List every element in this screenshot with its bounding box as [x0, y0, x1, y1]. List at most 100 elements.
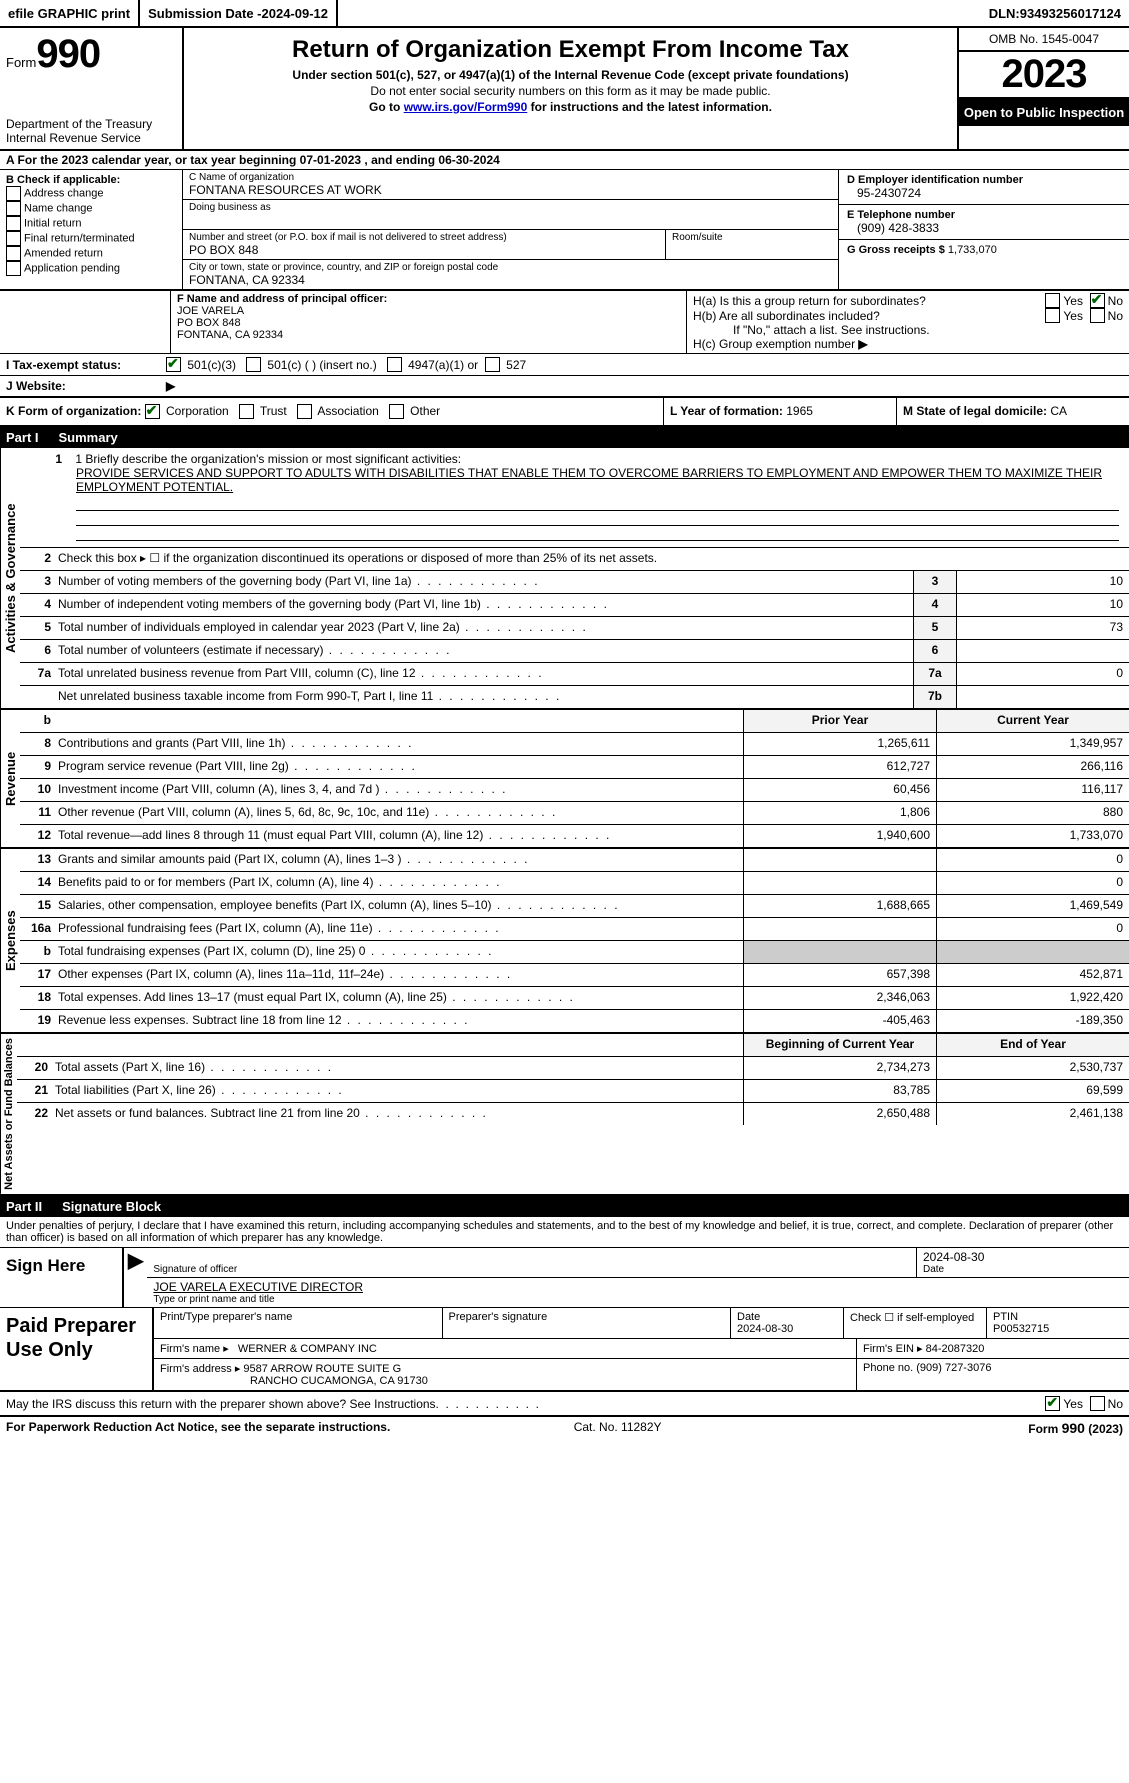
cb-discuss-yes[interactable] [1045, 1396, 1060, 1411]
perjury-statement: Under penalties of perjury, I declare th… [0, 1217, 1129, 1248]
irs-link[interactable]: www.irs.gov/Form990 [404, 100, 528, 114]
k-l-m-row: K Form of organization: Corporation Trus… [0, 397, 1129, 427]
rev-line-8: 8Contributions and grants (Part VIII, li… [20, 732, 1129, 755]
box-d: D Employer identification number 95-2430… [838, 170, 1129, 289]
entity-block: B Check if applicable: Address change Na… [0, 170, 1129, 291]
officer-name: JOE VARELA [177, 305, 680, 317]
firm-phone-label: Phone no. [863, 1362, 916, 1374]
exp-line-14: 14Benefits paid to or for members (Part … [20, 871, 1129, 894]
header-right: OMB No. 1545-0047 2023 Open to Public In… [959, 28, 1129, 149]
subtitle-1: Under section 501(c), 527, or 4947(a)(1)… [190, 68, 951, 82]
gov-line-4: 4Number of independent voting members of… [20, 593, 1129, 616]
cb-trust[interactable] [239, 404, 254, 419]
header-left: Form990 Department of the Treasury Inter… [0, 28, 182, 149]
cb-application-pending[interactable] [6, 261, 21, 276]
cb-other[interactable] [389, 404, 404, 419]
rev-line-12: 12Total revenue—add lines 8 through 11 (… [20, 824, 1129, 847]
f-h-block: F Name and address of principal officer:… [0, 291, 1129, 354]
website-label: J Website: [6, 379, 166, 393]
box-c: C Name of organization FONTANA RESOURCES… [183, 170, 838, 289]
box-f: F Name and address of principal officer:… [170, 291, 686, 353]
section-expenses: Expenses 13Grants and similar amounts pa… [0, 849, 1129, 1034]
top-bar: efile GRAPHIC print Submission Date - 20… [0, 0, 1129, 28]
firm-phone: (909) 727-3076 [916, 1362, 991, 1374]
cb-hb-yes[interactable] [1045, 308, 1060, 323]
na-line-20: 20Total assets (Part X, line 16)2,734,27… [17, 1056, 1129, 1079]
phone-value: (909) 428-3833 [847, 221, 1121, 235]
header-center: Return of Organization Exempt From Incom… [182, 28, 959, 149]
box-b-header: B Check if applicable: [6, 174, 176, 186]
cb-discuss-no[interactable] [1090, 1396, 1105, 1411]
form-header: Form990 Department of the Treasury Inter… [0, 28, 1129, 151]
sign-here-block: Sign Here ▶ Signature of officer 2024-08… [0, 1248, 1129, 1308]
website-arrow: ▶ [166, 379, 175, 393]
section-governance: Activities & Governance 1 1 Briefly desc… [0, 448, 1129, 710]
part-1-num: Part I [6, 430, 47, 445]
cb-hb-no[interactable] [1090, 308, 1105, 323]
ha-question: H(a) Is this a group return for subordin… [693, 294, 1045, 308]
cb-501c3[interactable] [166, 357, 181, 372]
paid-preparer-block: Paid Preparer Use Only Print/Type prepar… [0, 1308, 1129, 1392]
sign-here-label: Sign Here [0, 1248, 124, 1307]
paperwork-notice: For Paperwork Reduction Act Notice, see … [6, 1420, 390, 1436]
ptin-value: P00532715 [993, 1323, 1123, 1335]
exp-line-15: 15Salaries, other compensation, employee… [20, 894, 1129, 917]
section-revenue: Revenue b Prior Year Current Year 8Contr… [0, 710, 1129, 849]
org-address: PO BOX 848 [189, 243, 659, 257]
firm-name: WERNER & COMPANY INC [238, 1343, 377, 1355]
mission-text: PROVIDE SERVICES AND SUPPORT TO ADULTS W… [76, 466, 1119, 494]
sign-date-label: Date [923, 1264, 1123, 1275]
cb-final-return[interactable] [6, 231, 21, 246]
part-2-title: Signature Block [62, 1199, 161, 1214]
cb-501c[interactable] [246, 357, 261, 372]
gov-line-3: 3Number of voting members of the governi… [20, 570, 1129, 593]
cb-ha-no[interactable] [1090, 293, 1105, 308]
cb-corporation[interactable] [145, 404, 160, 419]
l-year-formation: L Year of formation: 1965 [663, 398, 896, 425]
na-prior-header: Beginning of Current Year [743, 1034, 936, 1056]
box-b: B Check if applicable: Address change Na… [0, 170, 183, 289]
submission-date: Submission Date - 2024-09-12 [140, 0, 338, 26]
firm-name-label: Firm's name ▸ [160, 1343, 229, 1355]
form-title: Return of Organization Exempt From Incom… [190, 36, 951, 64]
sig-officer-label: Signature of officer [153, 1264, 910, 1275]
gov-line-6: Net unrelated business taxable income fr… [20, 685, 1129, 708]
cb-4947[interactable] [387, 357, 402, 372]
na-curr-header: End of Year [936, 1034, 1129, 1056]
cb-association[interactable] [297, 404, 312, 419]
mission-label: 1 Briefly describe the organization's mi… [75, 452, 461, 466]
rev-line-9: 9Program service revenue (Part VIII, lin… [20, 755, 1129, 778]
gross-label: G Gross receipts $ [847, 244, 948, 256]
subtitle-2: Do not enter social security numbers on … [190, 84, 951, 98]
omb-number: OMB No. 1545-0047 [959, 28, 1129, 52]
cb-initial-return[interactable] [6, 216, 21, 231]
type-name-label: Type or print name and title [153, 1294, 1123, 1305]
na-line-22: 22Net assets or fund balances. Subtract … [17, 1102, 1129, 1125]
rev-line-11: 11Other revenue (Part VIII, column (A), … [20, 801, 1129, 824]
exp-line-b: bTotal fundraising expenses (Part IX, co… [20, 940, 1129, 963]
firm-ein: 84-2087320 [926, 1343, 985, 1355]
na-line-21: 21Total liabilities (Part X, line 26)83,… [17, 1079, 1129, 1102]
dept-treasury: Department of the Treasury [6, 117, 176, 131]
cb-address-change[interactable] [6, 186, 21, 201]
cb-ha-yes[interactable] [1045, 293, 1060, 308]
exp-line-13: 13Grants and similar amounts paid (Part … [20, 849, 1129, 871]
part-1-header: Part I Summary [0, 427, 1129, 448]
gov-line-2: 2Check this box ▸ ☐ if the organization … [20, 547, 1129, 570]
tax-status-row: I Tax-exempt status: 501(c)(3) 501(c) ( … [0, 354, 1129, 376]
cb-name-change[interactable] [6, 201, 21, 216]
org-name-label: C Name of organization [189, 172, 832, 183]
vtab-governance: Activities & Governance [0, 448, 20, 708]
current-year-header: Current Year [936, 710, 1129, 732]
print-preparer-label: Print/Type preparer's name [160, 1311, 436, 1323]
preparer-sig-label: Preparer's signature [449, 1311, 725, 1323]
firm-ein-label: Firm's EIN ▸ [863, 1343, 923, 1355]
page-footer: For Paperwork Reduction Act Notice, see … [0, 1417, 1129, 1439]
discuss-row: May the IRS discuss this return with the… [0, 1392, 1129, 1417]
discuss-question: May the IRS discuss this return with the… [6, 1397, 439, 1411]
cb-527[interactable] [485, 357, 500, 372]
ein-value: 95-2430724 [847, 186, 1121, 200]
public-inspection: Open to Public Inspection [959, 99, 1129, 126]
cb-amended[interactable] [6, 246, 21, 261]
officer-name-title: JOE VARELA EXECUTIVE DIRECTOR [153, 1280, 1123, 1294]
